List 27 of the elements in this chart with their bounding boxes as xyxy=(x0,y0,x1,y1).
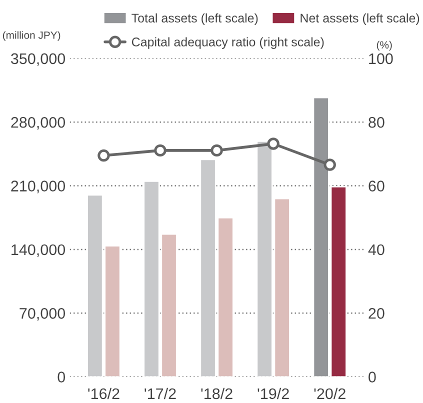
x-tick-label: '17/2 xyxy=(144,388,176,400)
y2-tick-label: 80 xyxy=(368,116,384,128)
point xyxy=(98,149,110,162)
y2-axis-title: (%) xyxy=(376,40,392,51)
x-tick-label: '16/2 xyxy=(88,388,120,400)
point xyxy=(210,144,223,157)
legend-label: Net assets (left scale) xyxy=(300,13,420,25)
y-tick-label: 70,000 xyxy=(20,308,66,321)
point xyxy=(154,144,166,157)
y-axis-title: (million JPY) xyxy=(2,31,60,41)
point xyxy=(324,158,336,171)
y2-tick-label: 20 xyxy=(368,308,384,319)
x-tick-label: '18/2 xyxy=(201,388,232,400)
x-tick-label: '20/2 xyxy=(314,388,346,400)
y-tick-label: 0 xyxy=(58,372,66,382)
y-tick-label: 210,000 xyxy=(11,180,66,194)
y2-tick-label: 60 xyxy=(368,180,384,192)
y-tick-label: 280,000 xyxy=(11,116,66,130)
y2-tick-label: 0 xyxy=(368,372,376,382)
y-tick-label: 140,000 xyxy=(12,244,66,257)
y2-tick-label: 40 xyxy=(368,244,384,256)
y-tick-label: 350,000 xyxy=(10,53,66,66)
y2-tick-label: 100 xyxy=(369,53,393,64)
x-tick-label: '19/2 xyxy=(258,388,289,400)
legend-label: Total assets (left scale) xyxy=(132,13,258,25)
legend-label: Capital adequacy ratio (right scale) xyxy=(132,37,324,49)
point xyxy=(267,138,280,150)
